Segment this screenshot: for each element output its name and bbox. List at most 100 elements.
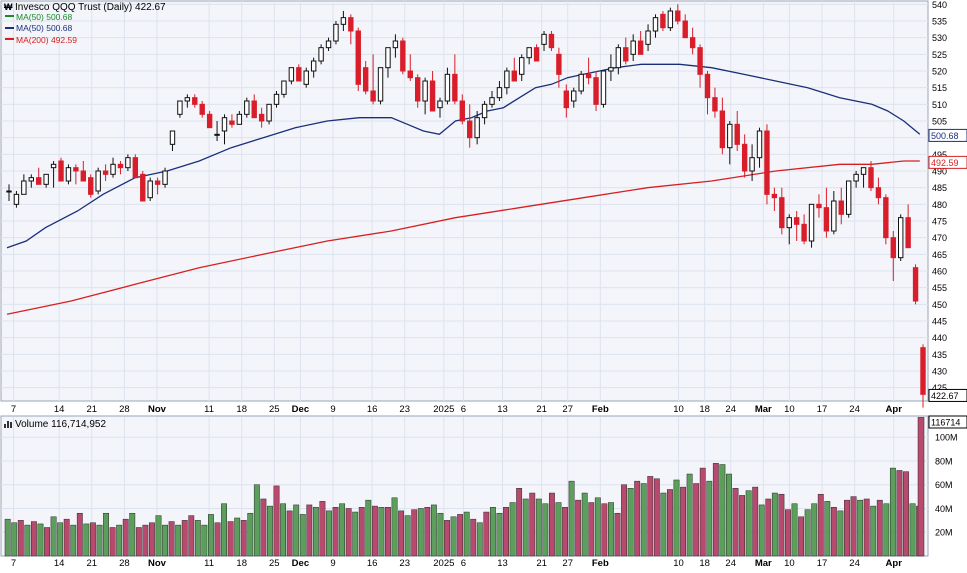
volume-bar [352, 511, 359, 557]
x-tick-label: 27 [562, 558, 573, 568]
ma50-line [6, 63, 921, 249]
candle-body [675, 10, 681, 22]
volume-bar [135, 527, 142, 557]
candle [779, 187, 785, 235]
price-tick-label: 445 [932, 317, 947, 327]
candle [474, 111, 480, 145]
legend-ma200: MA(200) 492.59 [16, 35, 77, 45]
candle [660, 11, 666, 31]
candle [786, 214, 792, 245]
x-tick-label: 24 [849, 558, 860, 568]
volume-bar [516, 488, 523, 557]
candle [325, 37, 332, 51]
price-tick-label: 510 [932, 100, 947, 110]
ma50-green-legend-swatch [5, 15, 14, 17]
candle-body [548, 33, 555, 49]
volume-bar [909, 503, 916, 557]
candle [58, 157, 64, 182]
ma200-line [6, 160, 920, 315]
volume-bar [168, 521, 175, 557]
candle [318, 44, 324, 65]
volume-bar [863, 498, 870, 557]
volume-bar [227, 521, 234, 557]
price-tick-label: 535 [932, 17, 947, 27]
candle-body [496, 87, 503, 99]
volume-bar [149, 522, 155, 557]
volume-title: Volume 116,714,952 [15, 419, 106, 430]
x-tick-label: 9 [330, 404, 335, 415]
candle [429, 71, 436, 112]
candle [95, 167, 101, 195]
volume-bar [621, 484, 627, 557]
volume-bar [752, 486, 759, 557]
volume-bar [371, 505, 378, 557]
candle [258, 107, 265, 128]
candle-body [214, 133, 220, 136]
candle [88, 174, 94, 198]
x-tick-label: Mar [755, 404, 772, 415]
candle-body [296, 67, 302, 82]
candle [199, 101, 205, 118]
candle [437, 97, 443, 118]
volume-bar [312, 507, 319, 557]
volume-bar [63, 518, 70, 557]
candle [526, 47, 532, 65]
candle [831, 191, 837, 235]
volume-bar [450, 516, 457, 557]
x-tick-label: Nov [148, 404, 167, 415]
price-tick-label: 425 [932, 383, 947, 393]
candle-body [58, 160, 64, 182]
x-tick-label: 14 [54, 558, 65, 568]
candle [489, 91, 495, 108]
candle-body [474, 117, 480, 139]
x-tick-label: 9 [330, 558, 335, 568]
volume-bars [4, 417, 925, 557]
candle-body [377, 67, 384, 102]
candle-body [273, 93, 280, 105]
candle-body [556, 53, 562, 75]
volume-bar [535, 498, 542, 557]
volume-bar [385, 507, 391, 557]
candle [548, 31, 555, 51]
volume-bar [706, 480, 713, 557]
ma200-path [6, 160, 920, 315]
x-tick-label: Apr [886, 404, 903, 415]
x-tick-label: 28 [119, 558, 130, 568]
candle-body [206, 113, 213, 129]
candle-body [192, 97, 198, 105]
candle-body [95, 170, 101, 192]
x-tick-label: 14 [54, 404, 65, 415]
candle-body [912, 267, 919, 302]
candle-body [177, 100, 183, 115]
volume-bar [509, 502, 516, 557]
candle-body [140, 173, 146, 202]
x-tick-label: 18 [236, 404, 247, 415]
x-tick-label: Dec [292, 404, 309, 415]
candle-body [764, 130, 770, 195]
candle-body [362, 67, 369, 92]
candle-body [117, 163, 124, 169]
volume-bar [391, 497, 398, 557]
volume-bar [17, 520, 24, 557]
candle [600, 70, 607, 108]
volume-bar [234, 517, 241, 557]
volume-bar [653, 478, 660, 557]
candle [162, 167, 168, 188]
x-tick-label: 18 [699, 404, 710, 415]
candle [682, 14, 688, 39]
candle [697, 44, 703, 88]
candle [756, 127, 763, 168]
candle [898, 214, 904, 261]
volume-bar [917, 417, 925, 557]
volume-bar [142, 524, 149, 557]
price-tick-label: 505 [932, 117, 947, 127]
volume-bar [345, 508, 352, 557]
candle [169, 130, 176, 151]
volume-bar [804, 509, 811, 557]
volume-bar [83, 523, 90, 557]
candle [273, 91, 280, 108]
volume-bar [608, 502, 614, 557]
candle [80, 161, 87, 182]
volume-bar [240, 520, 247, 557]
